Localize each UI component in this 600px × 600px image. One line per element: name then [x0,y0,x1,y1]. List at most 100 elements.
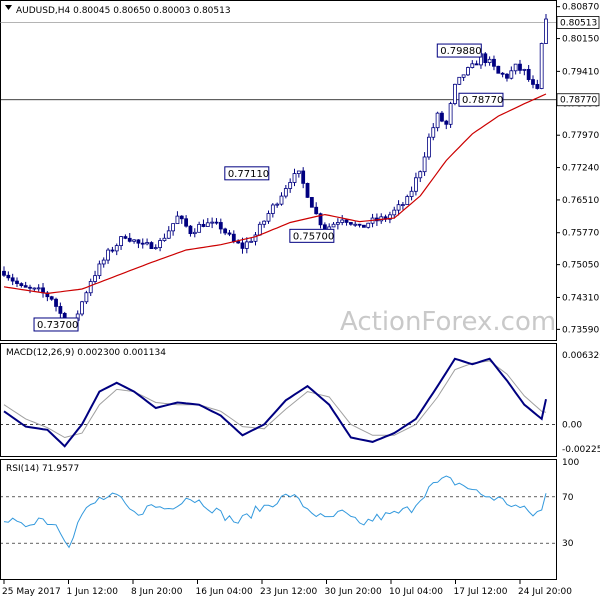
macd-line [3,357,547,448]
candle-body [153,247,158,250]
candle-body [158,240,162,248]
rsi-tick-label: 70 [562,493,574,503]
annotation-label: 0.78770 [462,95,503,106]
candle-body [314,206,319,215]
candle-body [474,63,479,66]
candle-body [28,286,32,289]
candle-body [361,224,366,228]
price-tag-box [556,16,600,29]
price-tag-box [556,93,600,107]
annotation-box [436,43,482,58]
candle-body [422,156,427,173]
price-layer: 0.73700 0.77110 0.75700 0.79880 0.78770 [0,13,556,332]
x-tick-label: 1 Jun 12:00 [67,587,119,597]
candle-body [197,223,202,233]
candle-body [301,170,306,184]
candle-body [366,222,371,228]
candle-body [392,209,397,216]
y-tick-label: 0.80150 [562,35,599,45]
candle-body [318,213,323,226]
candle-body [470,63,475,68]
candle-body [257,223,262,236]
price-annotation: 0.75700 [289,228,335,243]
macd-tick-label: 0.00 [562,420,582,430]
candle-body [175,215,180,225]
candle-body [353,223,358,226]
candle-body [518,63,522,71]
candle-body [427,136,431,158]
candle-body [106,249,110,261]
candle-body [10,277,15,282]
candle-body [522,68,527,71]
macd-panel-frame [0,343,557,457]
candle-body [179,215,184,220]
candle-body [127,237,132,242]
candle-body [409,190,414,197]
candle-body [15,280,19,284]
candle-body [505,73,509,79]
candle-body [6,274,11,279]
candle-body [2,270,6,276]
candle-body [101,259,106,265]
macd-signal-line [3,360,547,439]
candle-body [236,241,241,244]
candle-body [266,213,271,222]
candle-body [184,218,189,227]
candle-body [249,240,254,243]
y-tick-label: 0.77240 [562,164,599,174]
support-price-tag: 0.78770 [556,93,600,107]
symbol-header: AUDUSD,H4 0.80045 0.80650 0.80003 0.8051… [16,6,231,16]
y-tick-label: 0.76510 [562,196,599,206]
y-tick-label: 0.74310 [562,293,599,303]
annotation-label: 0.73700 [37,320,78,331]
candle-body [110,249,115,252]
candle-body [93,275,97,282]
price-panel-frame [0,0,557,341]
candle-body [244,241,249,249]
candle-body [270,204,275,214]
annotation-box [289,228,335,243]
candle-body [526,68,531,80]
candle-body [340,219,345,223]
x-tick-label: 17 Jul 12:00 [454,587,508,597]
candle-body [288,182,293,189]
x-tick-label: 23 Jun 12:00 [260,587,317,597]
x-tick-label: 16 Jun 04:00 [196,587,253,597]
candle-body [145,242,149,245]
candle-body [444,120,449,125]
candle-body [114,245,119,252]
candle-body [23,285,28,288]
candle-body [513,63,518,72]
candle-body [201,223,206,227]
macd-header: MACD(12,26,9) 0.002300 0.001134 [6,348,166,358]
price-annotation: 0.78770 [458,92,504,107]
candle-body [223,228,228,234]
candle-body [509,70,514,79]
y-tick-label: 0.79410 [562,67,599,77]
candle-body [218,222,223,230]
candle-body [210,221,215,224]
candle-body [292,173,297,183]
rsi-tick-label: 30 [562,539,574,549]
candle-body [136,239,141,244]
candle-body [309,197,314,208]
candle-body [119,236,123,247]
candle-body [435,112,440,129]
candle-body [296,170,301,174]
candle-body [19,283,24,287]
price-tag-label: 0.80513 [560,18,597,28]
candle-body [431,127,436,138]
candle-body [453,83,457,105]
annotation-box [458,92,504,107]
candle-body [461,74,466,78]
y-tick-label: 0.75770 [562,229,599,239]
candle-body [344,219,349,223]
annotation-label: 0.75700 [293,231,334,242]
candle-body [149,242,154,250]
candle-body [214,221,219,224]
candle-body [283,188,288,197]
candle-body [275,203,280,206]
moving-average-line [3,93,547,295]
